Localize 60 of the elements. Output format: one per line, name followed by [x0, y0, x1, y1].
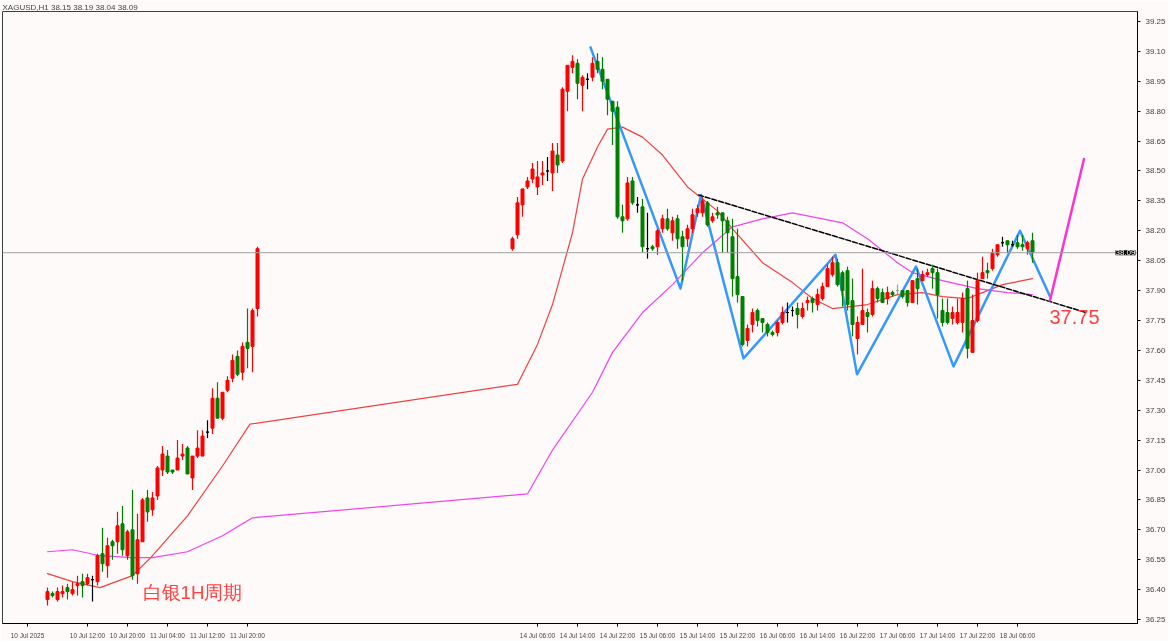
candlestick: [1030, 232, 1035, 264]
y-tick-label: 36.55: [1145, 555, 1167, 565]
candlestick: [110, 539, 115, 561]
y-tick-label: 37.45: [1145, 375, 1167, 385]
candlestick: [590, 56, 595, 82]
y-tick-label: 38.65: [1145, 136, 1167, 146]
y-tick-label: 36.70: [1145, 525, 1167, 535]
candlestick: [665, 208, 670, 232]
candlestick: [670, 216, 675, 242]
y-tick-label: 39.10: [1145, 46, 1167, 56]
candlestick: [910, 280, 915, 304]
line-series: [589, 46, 1052, 376]
y-tick-label: 37.15: [1145, 435, 1167, 445]
y-tick-label: 38.50: [1145, 166, 1167, 176]
candlestick: [215, 381, 220, 419]
candlestick: [795, 301, 800, 330]
y-tick-label: 38.35: [1145, 196, 1167, 206]
candlestick: [75, 575, 80, 597]
y-tick-label: 37.30: [1145, 405, 1167, 415]
ref-line-label: 38.09: [1115, 248, 1137, 258]
candlestick: [235, 349, 240, 377]
y-tick-label: 37.90: [1145, 286, 1167, 296]
candlestick: [745, 323, 750, 348]
candlestick: [575, 58, 580, 100]
candlestick: [125, 529, 130, 561]
candlestick: [550, 142, 555, 192]
y-tick-label: 38.20: [1145, 226, 1167, 236]
annotation: 37.75: [1049, 305, 1100, 328]
candlestick: [630, 176, 635, 206]
candlestick: [105, 537, 110, 579]
candlestick: [655, 228, 660, 256]
candlestick: [100, 527, 105, 573]
y-tick-label: 36.25: [1145, 615, 1167, 625]
candlestick: [580, 74, 585, 112]
y-tick-label: 37.00: [1145, 465, 1167, 475]
candlestick: [980, 256, 985, 280]
candlestick: [145, 489, 150, 523]
y-tick-label: 38.80: [1145, 106, 1167, 116]
candlestick: [865, 307, 870, 334]
candlestick: [245, 307, 250, 369]
y-tick-label: 38.05: [1145, 256, 1167, 266]
y-tick-label: 37.75: [1145, 315, 1167, 325]
candlestick: [230, 353, 235, 383]
candlestick: [555, 142, 560, 174]
y-tick-label: 36.85: [1145, 495, 1167, 505]
candlestick: [150, 491, 155, 517]
candlestick: [115, 511, 120, 555]
candlestick: [545, 156, 550, 182]
candlestick: [915, 268, 920, 306]
candlestick: [705, 200, 710, 228]
annotation: 白银1H周期: [142, 582, 243, 603]
y-tick-label: 39.25: [1145, 16, 1167, 26]
candlestick: [175, 439, 180, 471]
chart-title: XAGUSD,H1 38.15 38.19 38.04 38.09: [2, 2, 139, 12]
y-tick-label: 37.60: [1145, 345, 1167, 355]
y-tick-label: 38.95: [1145, 76, 1167, 86]
candlestick: [750, 307, 755, 334]
y-tick-label: 36.40: [1145, 585, 1167, 595]
candlestick: [80, 573, 85, 599]
candlestick: [540, 160, 545, 186]
